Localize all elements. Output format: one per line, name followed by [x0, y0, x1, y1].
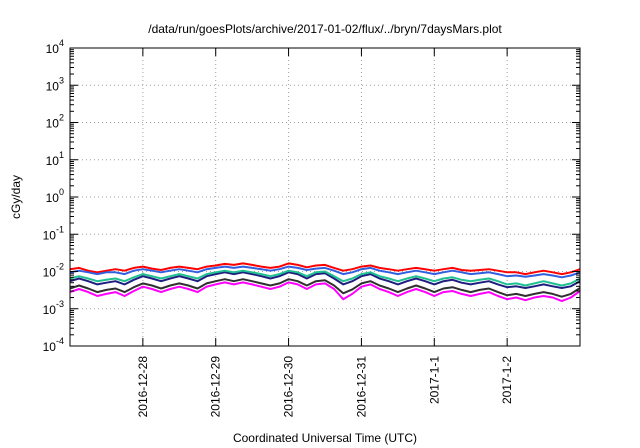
series-line-1	[69, 262, 581, 276]
x-tick-label: 2016-12-28	[136, 356, 150, 418]
y-tick-label: 103	[46, 75, 64, 93]
x-tick-label: 2017-1-2	[500, 356, 514, 404]
y-axis-label: cGy/day	[9, 175, 23, 219]
series-line-4	[69, 269, 581, 287]
y-tick-label: 10-4	[43, 336, 64, 354]
y-tick-label: 10-2	[43, 262, 64, 280]
y-tick-label: 101	[46, 150, 64, 168]
x-axis-label: Coordinated Universal Time (UTC)	[233, 431, 417, 445]
series-line-6	[69, 281, 581, 303]
chart-title: /data/run/goesPlots/archive/2017-01-02/f…	[148, 22, 502, 36]
y-tick-label: 102	[46, 113, 64, 131]
y-tick-label: 100	[46, 187, 64, 205]
y-tick-label: 10-1	[43, 224, 64, 242]
x-tick-label: 2017-1-1	[427, 356, 441, 404]
x-tick-label: 2016-12-29	[209, 356, 223, 418]
x-tick-label: 2016-12-30	[282, 356, 296, 418]
series-group	[69, 262, 581, 303]
series-line-2	[69, 265, 581, 279]
grid	[70, 48, 580, 346]
y-tick-label: 10-3	[43, 299, 64, 317]
x-axis: 2016-12-28 2016-12-29 2016-12-30 2016-12-31…	[136, 48, 514, 417]
x-tick-label: 2016-12-31	[354, 356, 368, 418]
y-tick-label: 104	[46, 38, 64, 56]
series-line-5	[69, 278, 581, 298]
y-axis: 10-4 10-3 10-2 10-1 100 101 102 103 104	[43, 38, 580, 354]
series-line-3	[69, 271, 581, 289]
